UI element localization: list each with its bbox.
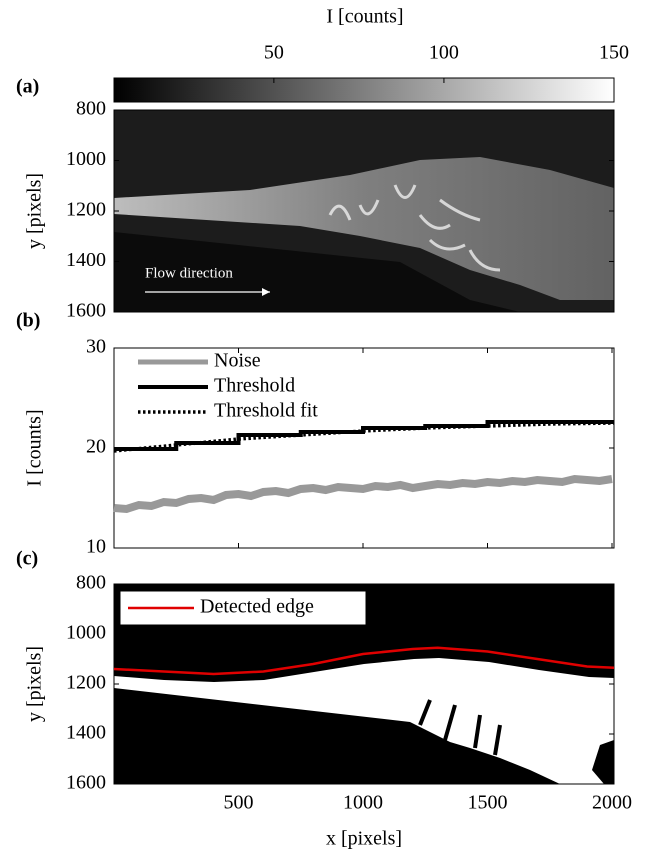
y-tick-label: 20 bbox=[86, 436, 106, 458]
axes-box bbox=[113, 347, 615, 549]
y-tick-label: 1600 bbox=[66, 772, 106, 794]
x-axis-label: x [pixels] bbox=[326, 828, 402, 850]
series-line bbox=[113, 646, 615, 676]
series-line bbox=[113, 421, 615, 453]
panel-label: (b) bbox=[16, 310, 40, 332]
y-tick-label: 10 bbox=[86, 536, 106, 558]
y-tick-label: 1400 bbox=[66, 249, 106, 271]
x-tick-label: 500 bbox=[224, 792, 254, 814]
panel-label: (c) bbox=[16, 548, 38, 570]
y-tick-label: 1200 bbox=[66, 199, 106, 221]
y-tick-label: 800 bbox=[76, 98, 106, 120]
y-tick-label: 1000 bbox=[66, 622, 106, 644]
x-tick-label: 1000 bbox=[343, 792, 383, 814]
y-axis-label: y [pixels] bbox=[24, 646, 46, 722]
colorbar-tick-label: 50 bbox=[264, 42, 284, 64]
legend-label: Noise bbox=[214, 350, 261, 372]
x-tick-label: 2000 bbox=[592, 792, 632, 814]
colorbar-label: I [counts] bbox=[326, 6, 403, 28]
series-line bbox=[113, 474, 613, 514]
y-tick-label: 800 bbox=[76, 572, 106, 594]
y-tick-label: 1400 bbox=[66, 722, 106, 744]
y-axis-label: I [counts] bbox=[24, 409, 46, 486]
y-tick-label: 1600 bbox=[66, 300, 106, 322]
panel-label: (a) bbox=[16, 76, 39, 98]
x-tick-label: 1500 bbox=[468, 792, 508, 814]
flow-image bbox=[114, 110, 614, 312]
y-tick-label: 30 bbox=[86, 336, 106, 358]
y-tick-label: 1000 bbox=[66, 148, 106, 170]
colorbar-tick-label: 100 bbox=[429, 42, 459, 64]
colorbar bbox=[113, 77, 615, 103]
y-axis-label: y [pixels] bbox=[24, 173, 46, 249]
annotation: Flow direction bbox=[145, 265, 233, 281]
legend-label: Detected edge bbox=[200, 596, 314, 618]
legend-label: Threshold fit bbox=[214, 400, 318, 422]
legend-label: Threshold bbox=[214, 375, 295, 397]
series-line bbox=[114, 420, 614, 451]
y-tick-label: 1200 bbox=[66, 672, 106, 694]
colorbar-tick-label: 150 bbox=[599, 42, 629, 64]
